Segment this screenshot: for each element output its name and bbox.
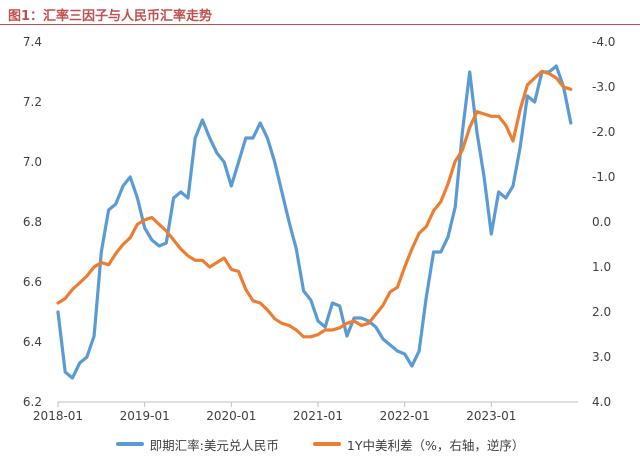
x-tick-label: 2019-01 [120,409,170,423]
y-left-tick-label: 7.4 [23,35,42,49]
y-left-tick-label: 6.2 [23,395,42,409]
y-left-tick-label: 6.8 [23,215,42,229]
x-tick-label: 2018-01 [33,409,83,423]
y-right-tick-label: -4.0 [592,35,615,49]
y-right-tick-label: -3.0 [592,80,615,94]
y-right-tick-label: 3.0 [592,350,611,364]
legend-label-spot-rate: 即期汇率:美元兑人民币 [149,437,279,453]
chart-title: 图1：汇率三因子与人民币汇率走势 [8,9,213,24]
y-left-tick-label: 6.4 [23,335,42,349]
x-tick-label: 2021-01 [293,409,343,423]
y-left-tick-label: 7.2 [23,95,42,109]
legend: 即期汇率:美元兑人民币 1Y中美利差（%，右轴，逆序） [0,434,640,454]
y-right-tick-label: 4.0 [592,395,611,409]
legend-label-rate-spread: 1Y中美利差（%，右轴，逆序） [346,437,525,453]
y-left-tick-label: 6.6 [23,275,42,289]
legend-swatch-spot-rate [115,442,144,446]
series-line-rate-spread [56,69,573,339]
legend-item-spot-rate: 即期汇率:美元兑人民币 [115,435,279,454]
legend-item-rate-spread: 1Y中美利差（%，右轴，逆序） [312,435,525,454]
y-right-tick-label: 0.0 [592,215,611,229]
legend-swatch-rate-spread [312,442,341,446]
title-rule [0,24,640,25]
y-right-tick-label: 1.0 [592,260,611,274]
y-right-tick-label: -1.0 [592,170,615,184]
y-right-tick-label: -2.0 [592,125,615,139]
series-line-spot-rate [56,64,573,380]
y-left-tick-label: 7.0 [23,155,42,169]
chart-plot: 2018-01 2019-01 2020-01 2021-01 2022-01 2023-… [23,35,616,423]
x-tick-label: 2020-01 [206,409,256,423]
x-tick-label: 2022-01 [380,409,430,423]
y-right-tick-label: 2.0 [592,305,611,319]
x-tick-label: 2023-01 [466,409,516,423]
